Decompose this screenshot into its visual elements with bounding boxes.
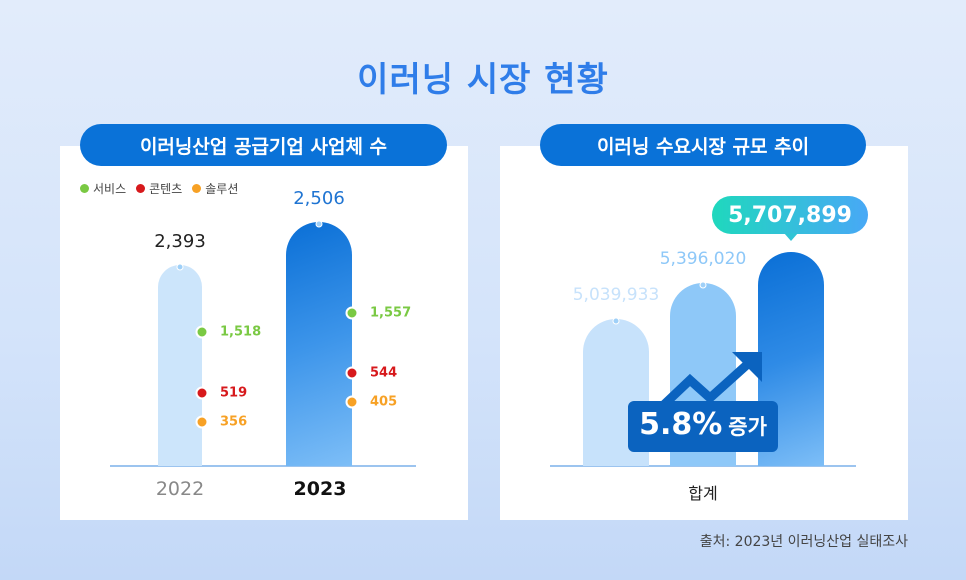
bar-top-marker [699,281,707,289]
right-chart-baseline [550,465,856,467]
series-value-label: 356 [220,414,248,430]
value-label-1: 5,396,020 [659,249,747,270]
source-note: 출처: 2023년 이러닝산업 실태조사 [699,534,908,550]
series-point-0 [345,306,359,320]
left-chart-baseline [110,465,416,467]
chart-legend: 서비스 콘텐츠 솔루션 [80,180,238,197]
series-value-label: 405 [370,394,398,410]
trend-up-arrow-icon [648,352,762,420]
series-point-1 [195,386,209,400]
bar-2022 [158,265,202,466]
total-label-2023: 2,506 [293,188,345,209]
legend-label: 서비스 [93,182,127,196]
series-value-label: 519 [220,385,248,401]
legend-solution: 솔루션 [192,180,238,197]
x-tick-2022: 2022 [155,478,205,500]
value-label-0: 5,039,933 [572,285,660,306]
legend-dot-icon [136,184,146,193]
growth-badge: 5.8% 증가 [628,401,778,452]
legend-label: 콘텐츠 [149,182,183,196]
growth-label: 증가 [728,415,767,439]
page-title: 이러닝 시장 현황 [357,60,609,100]
x-tick-2023: 2023 [293,478,347,500]
series-point-2 [345,395,359,409]
legend-dot-icon [80,184,89,193]
legend-label: 솔루션 [205,182,239,196]
series-value-label: 1,557 [370,305,412,321]
bar-2023 [286,222,352,466]
bar-top-marker [612,317,620,325]
series-point-0 [195,325,209,339]
total-label-2022: 2,393 [154,231,206,252]
growth-value: 5.8% [639,407,723,442]
series-value-label: 544 [370,365,398,381]
left-panel-heading: 이러닝산업 공급기업 사업체 수 [80,124,447,166]
bar-top-marker [315,220,323,228]
series-point-1 [345,366,359,380]
x-axis-label: 합계 [688,484,718,503]
bubble-pointer [784,233,798,241]
left-panel [60,146,468,520]
series-point-2 [195,415,209,429]
right-panel-heading: 이러닝 수요시장 규모 추이 [540,124,866,166]
legend-dot-icon [192,184,202,193]
legend-service: 서비스 [80,180,126,197]
series-value-label: 1,518 [220,324,262,340]
highlight-value-bubble: 5,707,899 [712,196,868,234]
bar-top-marker [176,263,184,271]
legend-content: 콘텐츠 [136,180,182,197]
